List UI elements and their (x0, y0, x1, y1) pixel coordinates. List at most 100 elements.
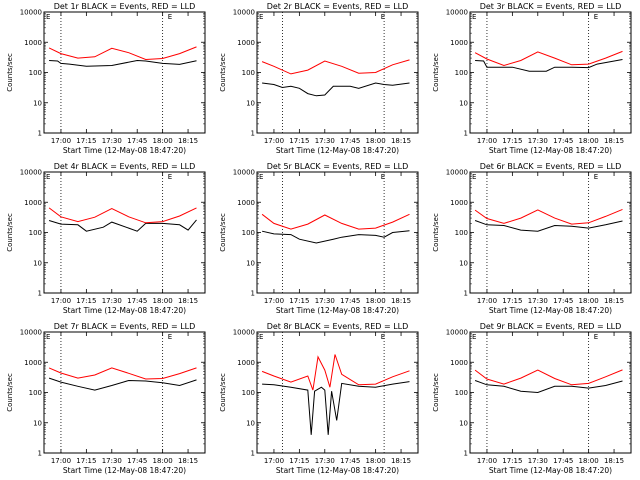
corner-label: E (168, 13, 172, 21)
x-tick-label: 17:30 (528, 457, 548, 465)
y-tick-label: 1000 (24, 199, 42, 207)
y-tick-label: 1000 (24, 39, 42, 47)
corner-label: E (472, 333, 476, 341)
x-tick-label: 17:30 (315, 137, 335, 145)
x-tick-label: 17:30 (528, 137, 548, 145)
y-tick-label: 10 (246, 99, 255, 107)
plot-frame (256, 11, 419, 134)
x-tick-label: 17:45 (127, 457, 147, 465)
chart-title: Det 5r BLACK = Events, RED = LLD (267, 162, 409, 171)
lld-series-line (48, 46, 197, 61)
lld-series-line (261, 213, 410, 230)
x-tick-label: 17:45 (340, 137, 360, 145)
lld-series-line (48, 207, 197, 224)
detector-panel: Det 5r BLACK = Events, RED = LLD E E 1 10 100… (213, 160, 426, 320)
plot-frame (469, 11, 632, 134)
events-series-line (48, 219, 197, 232)
x-tick-label: 18:00 (579, 137, 599, 145)
x-tick-label: 17:00 (477, 297, 497, 305)
y-tick-label: 100 (29, 389, 42, 397)
events-series-line (262, 381, 410, 435)
corner-label: E (259, 13, 263, 21)
y-tick-label: 1 (38, 450, 42, 458)
y-tick-label: 10 (33, 259, 42, 267)
y-tick-label: 1000 (24, 359, 42, 367)
x-tick-label: 18:00 (153, 457, 173, 465)
x-axis-label: Start Time (12-May-08 18:47:20) (63, 466, 186, 475)
y-tick-label: 100 (455, 229, 468, 237)
y-tick-label: 10000 (446, 169, 468, 177)
x-axis-label: Start Time (12-May-08 18:47:20) (63, 146, 186, 155)
lld-series-line (261, 354, 410, 391)
x-tick-label: 17:30 (102, 137, 122, 145)
plot-frame (43, 331, 206, 454)
detector-panel: Det 2r BLACK = Events, RED = LLD E E 1 10 100… (213, 0, 426, 160)
y-axis-label: Counts/sec (432, 213, 440, 252)
y-tick-label: 100 (242, 69, 255, 77)
y-axis-label: Counts/sec (219, 213, 227, 252)
detector-panel: Det 3r BLACK = Events, RED = LLD E E 1 10 100… (426, 0, 639, 160)
x-tick-label: 18:15 (604, 137, 624, 145)
detector-chart: Det 5r BLACK = Events, RED = LLD E E 1 10 100… (219, 162, 419, 315)
y-axis-label: Counts/sec (219, 53, 227, 92)
detector-chart: Det 2r BLACK = Events, RED = LLD E E 1 10 100… (219, 2, 419, 155)
x-tick-label: 17:15 (502, 137, 522, 145)
detector-panel: Det 6r BLACK = Events, RED = LLD E E 1 10 100… (426, 160, 639, 320)
lld-series-line (474, 50, 623, 67)
x-tick-label: 17:30 (315, 457, 335, 465)
y-tick-label: 100 (29, 69, 42, 77)
y-tick-label: 1 (251, 450, 255, 458)
y-tick-label: 1 (464, 290, 468, 298)
x-tick-label: 18:15 (604, 297, 624, 305)
x-tick-label: 17:45 (340, 297, 360, 305)
corner-label: E (46, 333, 50, 341)
detector-chart: Det 8r BLACK = Events, RED = LLD E E 1 10 100… (219, 322, 419, 475)
corner-label: E (168, 173, 172, 181)
x-axis-label: Start Time (12-May-08 18:47:20) (276, 146, 399, 155)
lld-series-line (261, 59, 410, 75)
x-tick-label: 18:00 (153, 297, 173, 305)
y-tick-label: 10 (33, 419, 42, 427)
y-tick-label: 10 (459, 419, 468, 427)
x-tick-label: 18:00 (366, 137, 386, 145)
x-axis-label: Start Time (12-May-08 18:47:20) (276, 466, 399, 475)
events-series-line (475, 59, 623, 72)
y-tick-label: 1000 (450, 199, 468, 207)
corner-label: E (46, 13, 50, 21)
plot-frame (469, 171, 632, 294)
corner-label: E (594, 173, 598, 181)
x-tick-label: 17:00 (477, 457, 497, 465)
x-tick-label: 18:15 (178, 297, 198, 305)
x-tick-label: 17:00 (264, 457, 284, 465)
x-tick-label: 18:00 (366, 297, 386, 305)
x-tick-label: 18:00 (579, 297, 599, 305)
chart-title: Det 7r BLACK = Events, RED = LLD (54, 322, 196, 331)
x-axis-label: Start Time (12-May-08 18:47:20) (276, 306, 399, 315)
plot-frame (256, 331, 419, 454)
x-tick-label: 18:00 (579, 457, 599, 465)
y-axis-label: Counts/sec (6, 373, 14, 412)
corner-label: E (46, 173, 50, 181)
x-tick-label: 17:00 (264, 137, 284, 145)
x-tick-label: 17:30 (528, 297, 548, 305)
x-axis-label: Start Time (12-May-08 18:47:20) (489, 306, 612, 315)
chart-title: Det 2r BLACK = Events, RED = LLD (267, 2, 409, 11)
y-tick-label: 10000 (20, 169, 42, 177)
detector-chart: Det 1r BLACK = Events, RED = LLD E E 1 10 100… (6, 2, 206, 155)
corner-label: E (259, 173, 263, 181)
corner-label: E (259, 333, 263, 341)
detector-chart: Det 4r BLACK = Events, RED = LLD E E 1 10 100… (6, 162, 206, 315)
x-tick-label: 17:45 (553, 457, 573, 465)
x-tick-label: 17:00 (264, 297, 284, 305)
y-tick-label: 100 (455, 389, 468, 397)
y-tick-label: 10000 (20, 9, 42, 17)
x-tick-label: 17:15 (76, 457, 96, 465)
x-tick-label: 18:00 (153, 137, 173, 145)
x-axis-label: Start Time (12-May-08 18:47:20) (489, 146, 612, 155)
x-tick-label: 17:30 (315, 297, 335, 305)
x-tick-label: 17:15 (289, 137, 309, 145)
x-tick-label: 17:15 (502, 457, 522, 465)
events-series-line (49, 59, 197, 67)
x-tick-label: 17:45 (127, 137, 147, 145)
chart-title: Det 6r BLACK = Events, RED = LLD (480, 162, 622, 171)
